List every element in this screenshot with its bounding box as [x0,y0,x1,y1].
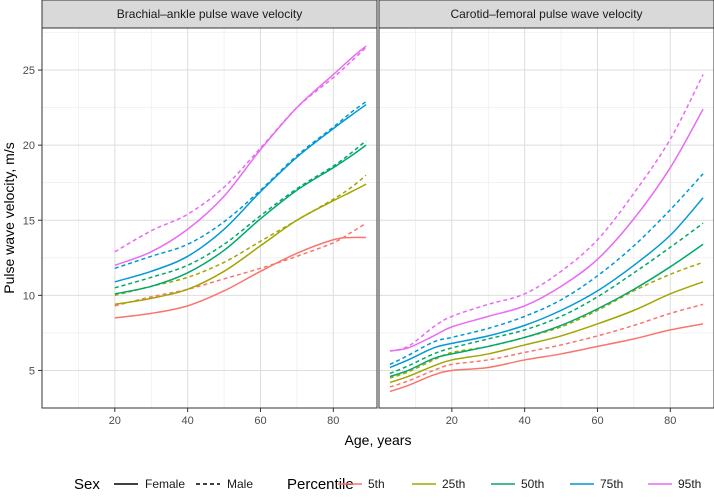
legend-label-female: Female [145,477,185,491]
series-line-95th-male [114,46,367,253]
x-tick-label: 80 [664,415,676,427]
x-tick-label: 20 [446,415,458,427]
panel-title: Carotid–femoral pulse wave velocity [450,7,642,21]
series-line-75th-female [389,197,704,369]
panel-strip [378,0,714,29]
series-line-25th-male [114,174,367,297]
panel-background [379,28,714,408]
series-line-50th-male [389,222,704,375]
series-line-5th-female [114,236,367,319]
series-line-75th-female [114,103,367,283]
panel-2: Carotid–femoral pulse wave velocity 20 40 6… [378,0,714,427]
y-axis-title: Pulse wave velocity, m/s [1,142,17,293]
series-line-25th-female [389,281,704,384]
legend-title-percentile: Percentile [287,476,354,493]
panel-strip [41,0,378,29]
series-line-75th-male [114,100,367,270]
legend-title-sex: Sex [74,476,100,493]
y-tick-label: 20 [23,140,35,152]
y-tick-label: 15 [23,215,35,227]
y-tick-label: 25 [23,65,35,77]
panel-border [378,27,714,409]
legend-label-5th: 5th [368,477,385,491]
x-tick-label: 20 [109,415,121,427]
series-line-25th-female [114,183,367,306]
y-tick-label: 5 [29,365,35,377]
legend-label-25th: 25th [442,477,465,491]
panel-background [42,28,377,408]
x-tick-label: 40 [519,415,531,427]
series-line-95th-female [389,108,704,352]
legend-label-male: Male [227,477,253,491]
series-line-50th-female [389,243,704,378]
legend-label-50th: 50th [521,477,544,491]
series-line-50th-female [114,144,367,295]
panel-border [41,27,378,409]
panel-title: Brachial–ankle pulse wave velocity [117,7,302,21]
y-tick-label: 10 [23,290,35,302]
x-axis-title: Age, years [345,432,412,448]
series-line-95th-female [114,45,367,267]
panel-1: Brachial–ankle pulse wave velocity 20 40 60… [23,0,378,427]
x-tick-label: 80 [327,415,339,427]
series-line-5th-male [114,222,367,307]
legend: Sex Female Male Percentile 5th 25th 50th 75th 95… [74,476,701,493]
series-line-5th-female [389,323,704,393]
series-line-50th-male [114,140,367,289]
legend-label-95th: 95th [678,477,701,491]
series-line-95th-male [389,74,704,352]
x-tick-label: 40 [182,415,194,427]
x-tick-label: 60 [591,415,603,427]
x-tick-label: 60 [254,415,266,427]
series-line-75th-male [389,173,704,366]
legend-label-75th: 75th [600,477,623,491]
